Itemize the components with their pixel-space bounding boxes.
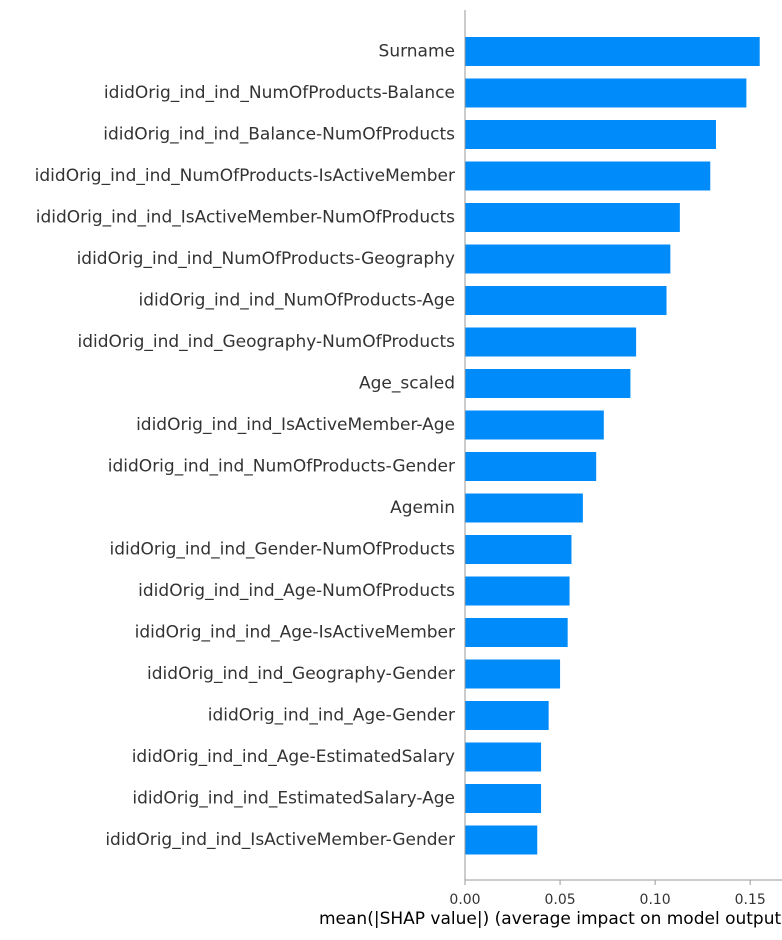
category-label: ididOrig_ind_ind_Age-Gender xyxy=(208,706,455,726)
bars-group xyxy=(465,37,760,855)
category-label: ididOrig_ind_ind_Balance-NumOfProducts xyxy=(103,125,455,145)
category-label: ididOrig_ind_ind_Age-EstimatedSalary xyxy=(132,747,455,767)
bar xyxy=(465,825,538,855)
bar xyxy=(465,701,549,730)
category-label: ididOrig_ind_ind_IsActiveMember-NumOfPro… xyxy=(36,208,455,228)
bar xyxy=(465,78,747,108)
bar xyxy=(465,120,716,149)
x-tick-label: 0.10 xyxy=(640,892,671,908)
category-label: Age_scaled xyxy=(359,374,455,394)
x-tick-label: 0.00 xyxy=(449,892,480,908)
bar xyxy=(465,535,572,564)
category-label: ididOrig_ind_ind_NumOfProducts-Geography xyxy=(77,249,455,269)
bar xyxy=(465,576,570,606)
bar xyxy=(465,244,671,274)
category-label: ididOrig_ind_ind_Age-NumOfProducts xyxy=(138,581,455,601)
category-labels-group: Surname ididOrig_ind_ind_NumOfProducts-Ba… xyxy=(35,42,455,851)
category-label: ididOrig_ind_ind_NumOfProducts-Balance xyxy=(104,83,455,103)
x-ticks-group: 0.00 0.05 0.10 0.15 xyxy=(449,880,766,908)
x-tick-label: 0.15 xyxy=(735,892,766,908)
bar xyxy=(465,618,568,647)
x-tick-label: 0.05 xyxy=(544,892,575,908)
category-label: ididOrig_ind_ind_Age-IsActiveMember xyxy=(135,623,455,643)
category-label: ididOrig_ind_ind_NumOfProducts-Gender xyxy=(108,457,455,477)
bar xyxy=(465,37,760,66)
bar xyxy=(465,742,542,772)
category-label: Surname xyxy=(379,42,455,62)
bar xyxy=(465,410,604,440)
category-label: ididOrig_ind_ind_NumOfProducts-IsActiveM… xyxy=(35,166,455,186)
bar xyxy=(465,203,680,232)
bar xyxy=(465,369,631,398)
bar xyxy=(465,452,597,481)
bar xyxy=(465,327,637,357)
category-label: ididOrig_ind_ind_Gender-NumOfProducts xyxy=(109,540,455,560)
category-label: ididOrig_ind_ind_IsActiveMember-Gender xyxy=(105,830,455,850)
category-label: ididOrig_ind_ind_IsActiveMember-Age xyxy=(136,415,455,435)
category-label: ididOrig_ind_ind_Geography-Gender xyxy=(147,664,455,684)
bar xyxy=(465,286,667,315)
bar xyxy=(465,659,561,689)
category-label: ididOrig_ind_ind_NumOfProducts-Age xyxy=(139,291,455,311)
x-axis-label: mean(|SHAP value|) (average impact on mo… xyxy=(319,909,782,929)
category-label: ididOrig_ind_ind_EstimatedSalary-Age xyxy=(132,789,455,809)
bar xyxy=(465,161,711,191)
category-label: Agemin xyxy=(390,498,455,518)
bar xyxy=(465,493,583,523)
bar xyxy=(465,784,542,813)
category-label: ididOrig_ind_ind_Geography-NumOfProducts xyxy=(77,332,455,352)
